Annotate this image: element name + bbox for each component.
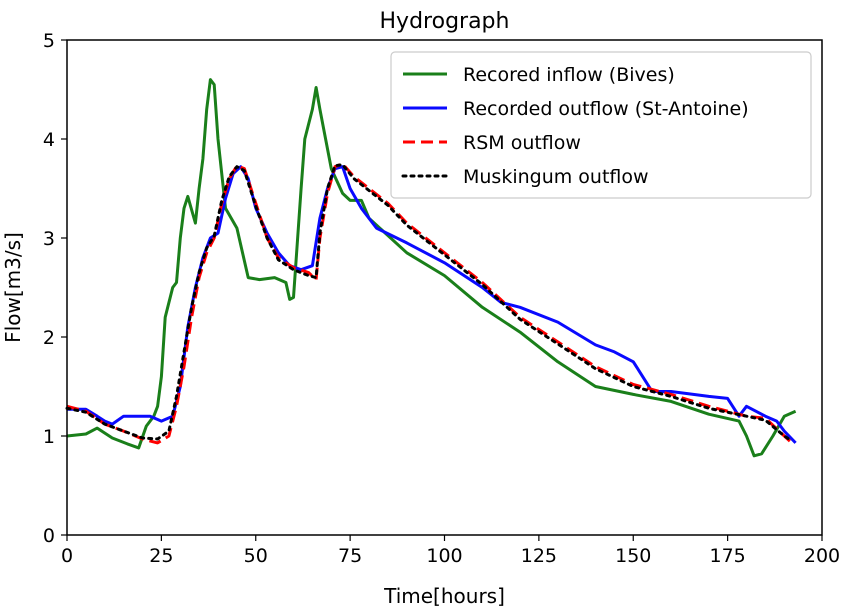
y-tick-label: 0 xyxy=(43,525,55,547)
y-axis: 0 1 2 3 4 5 xyxy=(43,30,67,547)
y-tick-label: 2 xyxy=(43,327,55,349)
series-line-0 xyxy=(66,78,797,458)
y-tick-label: 1 xyxy=(43,426,55,448)
legend-box xyxy=(390,51,812,199)
x-tick-label: 150 xyxy=(615,545,651,567)
legend-label: Muskingum outflow xyxy=(463,166,649,188)
y-tick-label: 5 xyxy=(43,30,55,52)
legend-label: Recored inflow (Bives) xyxy=(463,64,675,86)
plot-lines xyxy=(65,78,797,458)
x-tick-label: 200 xyxy=(804,545,840,567)
x-tick-label: 75 xyxy=(338,545,362,567)
y-axis-label: Flow[m3/s] xyxy=(1,232,25,343)
series-line-3 xyxy=(65,163,794,443)
chart-title: Hydrograph xyxy=(380,9,510,34)
x-tick-label: 125 xyxy=(521,545,557,567)
y-tick-label: 3 xyxy=(43,228,55,250)
legend-label: Recorded outflow (St-Antoine) xyxy=(463,98,749,120)
x-axis-label: Time[hours] xyxy=(383,584,505,608)
x-tick-label: 0 xyxy=(61,545,73,567)
x-tick-label: 50 xyxy=(244,545,268,567)
series-line-1 xyxy=(67,165,797,444)
y-tick-label: 4 xyxy=(43,129,55,151)
legend-label: RSM outflow xyxy=(463,132,581,154)
x-tick-label: 100 xyxy=(426,545,462,567)
series-line-2 xyxy=(66,162,793,445)
x-tick-label: 25 xyxy=(149,545,173,567)
x-axis: 0 25 50 75 100 125 150 175 200 xyxy=(61,535,840,567)
legend: Recored inflow (Bives) Recorded outflow (… xyxy=(390,51,812,199)
x-tick-label: 175 xyxy=(709,545,745,567)
